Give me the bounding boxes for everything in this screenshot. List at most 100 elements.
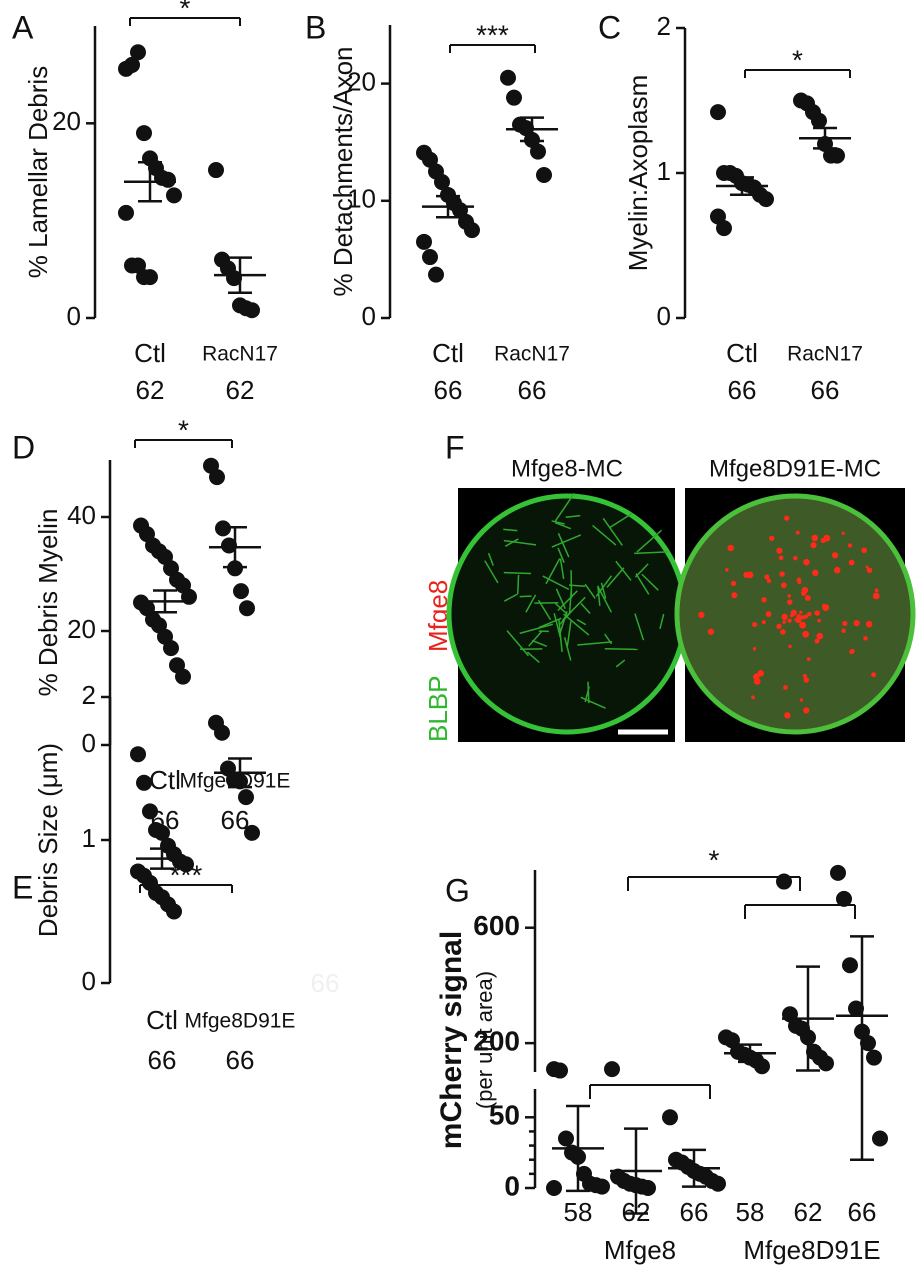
y-tick-label: 1 bbox=[82, 823, 96, 853]
panel-f: F Mfge8-MC Mfge8D91E-MC BLBP Mfge8 bbox=[423, 429, 916, 743]
data-point bbox=[214, 724, 230, 741]
y-tick-label: 0 bbox=[504, 1170, 520, 1201]
texture-fiber bbox=[538, 617, 562, 629]
x-tick-label: RacN17 bbox=[202, 343, 278, 366]
texture-dot bbox=[779, 571, 785, 577]
texture-dot bbox=[863, 635, 868, 641]
texture-fiber bbox=[537, 599, 552, 621]
data-point bbox=[142, 803, 158, 820]
texture-dot bbox=[776, 623, 782, 630]
texture-dot bbox=[853, 619, 860, 627]
texture-dot bbox=[871, 672, 877, 678]
texture-dot bbox=[752, 621, 758, 628]
data-point bbox=[154, 824, 170, 841]
texture-dot bbox=[768, 535, 775, 541]
data-point bbox=[776, 873, 792, 890]
y-tick-label: 40 bbox=[67, 500, 96, 530]
n-label: 62 bbox=[226, 375, 255, 405]
texture-fiber bbox=[557, 590, 578, 611]
y-axis-label: % Lamellar Debris bbox=[23, 66, 53, 278]
texture-dot bbox=[805, 631, 809, 635]
data-point bbox=[710, 1175, 726, 1192]
texture-dot bbox=[811, 534, 819, 542]
data-point bbox=[209, 469, 225, 486]
significance: * bbox=[178, 414, 189, 445]
y-axis-label: % Debris Myelin bbox=[33, 509, 63, 697]
texture-fiber bbox=[528, 630, 543, 647]
texture-fiber bbox=[584, 583, 596, 599]
texture-dot bbox=[803, 558, 810, 566]
texture-dot bbox=[784, 712, 791, 719]
texture-fiber bbox=[606, 567, 625, 588]
texture-fiber bbox=[580, 696, 606, 709]
data-point bbox=[754, 1058, 770, 1075]
texture-fiber bbox=[597, 585, 601, 606]
texture-fiber bbox=[484, 560, 499, 584]
texture-fiber bbox=[558, 618, 563, 652]
texture-dot bbox=[831, 552, 839, 559]
texture-fiber bbox=[559, 558, 565, 580]
y-axis-label: % Detachments/Axon bbox=[328, 46, 358, 296]
texture-dot bbox=[816, 632, 824, 640]
texture-dot bbox=[730, 580, 737, 587]
texture-fiber bbox=[503, 571, 532, 575]
data-point bbox=[662, 1109, 678, 1126]
x-tick-label: 62 bbox=[794, 1197, 823, 1227]
texture-fiber bbox=[602, 517, 623, 546]
data-point bbox=[552, 1062, 568, 1079]
texture-dot bbox=[872, 592, 880, 600]
data-point bbox=[124, 56, 140, 73]
data-point bbox=[163, 640, 179, 657]
texture-fiber bbox=[559, 611, 568, 634]
texture-fiber bbox=[604, 648, 638, 651]
n-label: 66 bbox=[434, 375, 463, 405]
texture-fiber bbox=[554, 521, 571, 530]
texture-fiber bbox=[563, 613, 590, 636]
texture-fiber bbox=[554, 492, 575, 523]
data-point bbox=[716, 220, 732, 237]
texture-dot bbox=[743, 571, 750, 578]
data-point bbox=[221, 537, 237, 554]
texture-dot bbox=[804, 595, 811, 601]
data-point bbox=[244, 302, 260, 319]
texture-dot bbox=[731, 592, 738, 599]
y-tick-label: 0 bbox=[362, 301, 376, 331]
texture-dot bbox=[803, 677, 810, 683]
texture-dot bbox=[725, 568, 729, 572]
group-label: Mfge8 bbox=[604, 1235, 676, 1265]
data-point bbox=[416, 233, 432, 250]
texture-fiber bbox=[615, 659, 626, 668]
stain-label: BLBP bbox=[423, 676, 453, 743]
texture-dot bbox=[784, 515, 790, 521]
texture-fiber bbox=[587, 681, 590, 704]
data-point bbox=[239, 600, 255, 617]
texture-fiber bbox=[519, 623, 554, 635]
texture-dot bbox=[707, 628, 715, 635]
faint-text: 66 bbox=[311, 968, 340, 998]
panel-letter: A bbox=[12, 9, 34, 45]
data-point bbox=[506, 89, 522, 106]
image-title: Mfge8-MC bbox=[511, 455, 623, 482]
texture-dot bbox=[780, 582, 787, 589]
texture-dot bbox=[727, 544, 734, 552]
data-point bbox=[178, 856, 194, 873]
n-label: 66 bbox=[518, 375, 547, 405]
data-point bbox=[640, 1180, 656, 1196]
y-tick-label: 600 bbox=[473, 910, 520, 941]
data-point bbox=[546, 1180, 562, 1196]
data-point bbox=[130, 44, 146, 61]
texture-fiber bbox=[553, 613, 562, 638]
texture-fiber bbox=[554, 602, 568, 615]
texture-fiber bbox=[634, 551, 668, 555]
significance: * bbox=[709, 844, 720, 875]
texture-dot bbox=[799, 621, 807, 629]
data-point bbox=[428, 266, 444, 283]
texture-fiber bbox=[565, 514, 581, 518]
significance: * bbox=[792, 44, 803, 75]
texture-dot bbox=[806, 611, 812, 617]
texture-dot bbox=[817, 618, 822, 623]
panel-letter: C bbox=[598, 9, 621, 45]
n-label: 62 bbox=[136, 375, 165, 405]
data-point bbox=[130, 746, 146, 763]
texture-dot bbox=[874, 588, 879, 593]
